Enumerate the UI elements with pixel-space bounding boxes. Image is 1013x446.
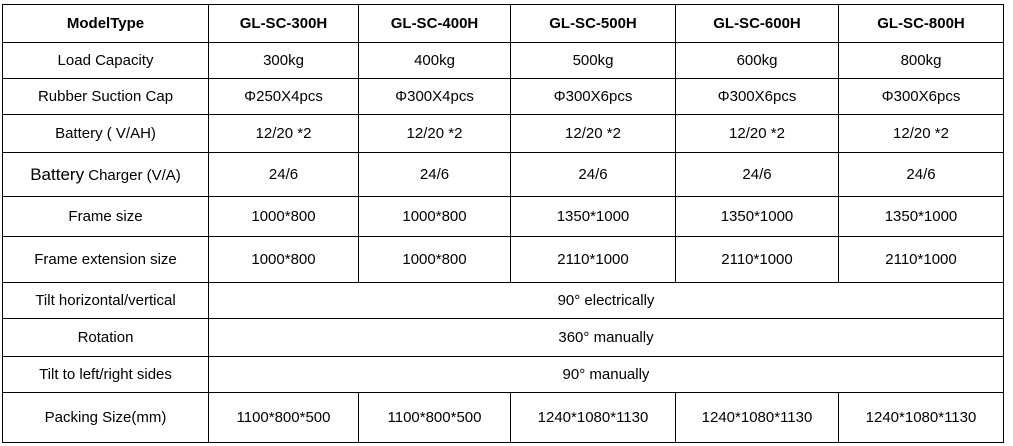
value-cell: 12/20 *2: [838, 114, 1004, 153]
row-label: Battery ( V/AH): [2, 114, 209, 153]
value-cell: 1000*800: [208, 196, 359, 237]
row-label: Load Capacity: [2, 42, 209, 79]
value-cell: Φ300X4pcs: [358, 78, 511, 115]
table-row: Load Capacity 300kg 400kg 500kg 600kg 800kg: [2, 42, 1004, 79]
value-cell: 24/6: [675, 152, 839, 197]
value-cell: 1350*1000: [675, 196, 839, 237]
row-label: Tilt to left/right sides: [2, 356, 209, 393]
row-label: Battery Charger (V/A): [2, 152, 209, 197]
value-cell: 2110*1000: [510, 236, 676, 283]
value-cell: 1000*800: [358, 196, 511, 237]
table-row: Packing Size(mm) 1100*800*500 1100*800*500…: [2, 392, 1004, 443]
value-cell: 24/6: [510, 152, 676, 197]
value-cell: 12/20 *2: [675, 114, 839, 153]
header-cell: GL-SC-800H: [838, 4, 1004, 43]
header-cell: GL-SC-600H: [675, 4, 839, 43]
value-cell: 12/20 *2: [510, 114, 676, 153]
value-cell: 300kg: [208, 42, 359, 79]
value-cell: 800kg: [838, 42, 1004, 79]
table-row: Frame size 1000*800 1000*800 1350*1000 1350*…: [2, 196, 1004, 237]
value-cell: Φ300X6pcs: [838, 78, 1004, 115]
value-cell: 600kg: [675, 42, 839, 79]
row-label: Frame size: [2, 196, 209, 237]
value-cell: 1240*1080*1130: [510, 392, 676, 443]
header-row: ModelType GL-SC-300H GL-SC-400H GL-SC-500H G…: [2, 4, 1004, 43]
value-cell: 500kg: [510, 42, 676, 79]
value-cell: 90° electrically: [208, 282, 1004, 319]
value-cell: 24/6: [838, 152, 1004, 197]
value-cell: Φ300X6pcs: [675, 78, 839, 115]
spec-table: ModelType GL-SC-300H GL-SC-400H GL-SC-500H G…: [2, 4, 1004, 443]
header-cell: GL-SC-500H: [510, 4, 676, 43]
value-cell: 1240*1080*1130: [675, 392, 839, 443]
table-row: Battery Charger (V/A) 24/6 24/6 24/6 24/6 24/…: [2, 152, 1004, 197]
table-row: Rubber Suction Cap Φ250X4pcs Φ300X4pcs Φ300…: [2, 78, 1004, 115]
table-row: Frame extension size 1000*800 1000*800 2110…: [2, 236, 1004, 283]
value-cell: 90° manually: [208, 356, 1004, 393]
row-label: Rubber Suction Cap: [2, 78, 209, 115]
table-row: Tilt horizontal/vertical 90° electrically: [2, 282, 1004, 319]
value-cell: 1240*1080*1130: [838, 392, 1004, 443]
row-label: Rotation: [2, 318, 209, 357]
table-row: Tilt to left/right sides 90° manually: [2, 356, 1004, 393]
label-part: Battery: [30, 164, 85, 184]
table-row: Rotation 360° manually: [2, 318, 1004, 357]
value-cell: 400kg: [358, 42, 511, 79]
header-cell: ModelType: [2, 4, 209, 43]
value-cell: 24/6: [208, 152, 359, 197]
label-part: Charger (V/A): [84, 166, 181, 184]
value-cell: 1350*1000: [838, 196, 1004, 237]
value-cell: 1000*800: [358, 236, 511, 283]
value-cell: 1350*1000: [510, 196, 676, 237]
row-label: Packing Size(mm): [2, 392, 209, 443]
table-row: Battery ( V/AH) 12/20 *2 12/20 *2 12/20 *2 1…: [2, 114, 1004, 153]
header-cell: GL-SC-400H: [358, 4, 511, 43]
value-cell: 360° manually: [208, 318, 1004, 357]
value-cell: 1100*800*500: [208, 392, 359, 443]
value-cell: Φ250X4pcs: [208, 78, 359, 115]
value-cell: 12/20 *2: [358, 114, 511, 153]
value-cell: 1000*800: [208, 236, 359, 283]
value-cell: 1100*800*500: [358, 392, 511, 443]
value-cell: Φ300X6pcs: [510, 78, 676, 115]
value-cell: 24/6: [358, 152, 511, 197]
header-cell: GL-SC-300H: [208, 4, 359, 43]
row-label: Frame extension size: [2, 236, 209, 283]
value-cell: 12/20 *2: [208, 114, 359, 153]
value-cell: 2110*1000: [838, 236, 1004, 283]
row-label: Tilt horizontal/vertical: [2, 282, 209, 319]
value-cell: 2110*1000: [675, 236, 839, 283]
